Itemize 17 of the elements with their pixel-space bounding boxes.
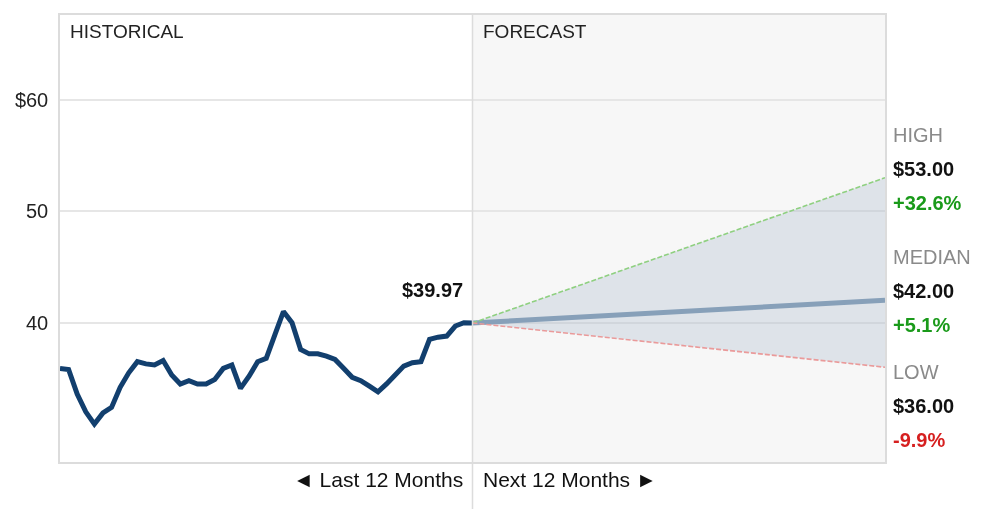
data-label: $36.00 (893, 395, 955, 417)
y-tick-label: $60 (14, 88, 49, 111)
data-label: $39.97 (402, 279, 464, 301)
data-label: $42.00 (893, 280, 955, 302)
data-label: $53.00 (893, 158, 955, 180)
text: -9.9% (893, 429, 946, 451)
text: Next 12 Months ► (483, 468, 657, 491)
annotation: FORECAST (483, 21, 587, 42)
text: MEDIAN (893, 246, 971, 268)
annotation: HISTORICAL (70, 21, 184, 42)
text: HIGH (893, 124, 943, 146)
text: +32.6% (893, 192, 962, 214)
text: LOW (893, 361, 939, 383)
y-tick-label: 50 (26, 200, 49, 223)
text: ◄ Last 12 Months (293, 468, 464, 491)
y-tick-label: 40 (26, 311, 49, 334)
text: +5.1% (893, 314, 951, 336)
